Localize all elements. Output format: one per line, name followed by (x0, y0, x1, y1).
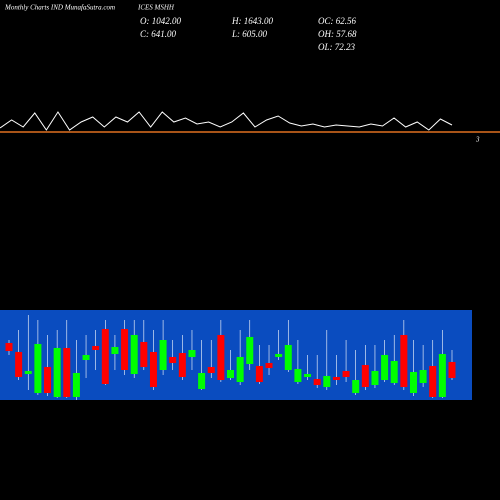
candle-body (381, 355, 389, 380)
candle-body (438, 354, 446, 397)
candle-body (24, 371, 32, 374)
candle-body (101, 329, 109, 384)
price-line (0, 111, 453, 131)
candle-body (188, 350, 196, 357)
candle-body (409, 372, 417, 393)
candle-body (159, 340, 167, 370)
stat: OC: 62.56 (318, 16, 356, 26)
candle-body (304, 374, 312, 377)
candle-body (371, 371, 379, 385)
reference-label: 3 (475, 136, 480, 144)
symbol-label: ICES MSHH (137, 4, 175, 12)
candle-body (400, 335, 408, 387)
stat: C: 641.00 (140, 29, 177, 39)
candle-body (217, 335, 225, 380)
candle-body (169, 357, 177, 363)
candle-body (255, 366, 263, 382)
candle-body (352, 380, 360, 393)
site-label: Monthly Charts IND MunafaSutra.com (4, 4, 115, 12)
candle-body (236, 357, 244, 382)
candle-body (361, 365, 369, 387)
candle-body (15, 352, 23, 377)
candle-body (198, 373, 206, 389)
candle-body (149, 352, 157, 387)
candle-body (332, 377, 340, 380)
stat: L: 605.00 (231, 29, 268, 39)
candle-body (429, 366, 437, 397)
stat: OL: 72.23 (318, 42, 356, 52)
candle-body (227, 370, 234, 378)
candle-body (419, 370, 427, 383)
candle-body (111, 347, 119, 354)
candle-body (140, 342, 148, 367)
candle-body (72, 373, 80, 397)
candle-body (284, 345, 292, 370)
candle-body (44, 367, 52, 393)
stat: O: 1042.00 (140, 16, 181, 26)
candle-body (323, 376, 331, 387)
candle-body (294, 369, 302, 382)
candle-body (130, 335, 138, 374)
candle-body (82, 355, 90, 360)
candle-body (34, 344, 42, 393)
candle-body (265, 363, 273, 368)
candle-body (313, 379, 321, 385)
candle-body (178, 353, 186, 377)
candle-body (207, 367, 215, 373)
candle-body (5, 343, 13, 351)
candle-body (342, 371, 350, 377)
candle-body (246, 337, 254, 364)
candle-body (448, 362, 456, 378)
candle-body (63, 348, 71, 397)
candle-body (121, 329, 129, 370)
stat: H: 1643.00 (231, 16, 273, 26)
candle-body (275, 354, 283, 357)
candle-body (92, 346, 100, 350)
candle-body (53, 348, 61, 397)
candle-body (390, 361, 398, 383)
stat: OH: 57.68 (318, 29, 357, 39)
